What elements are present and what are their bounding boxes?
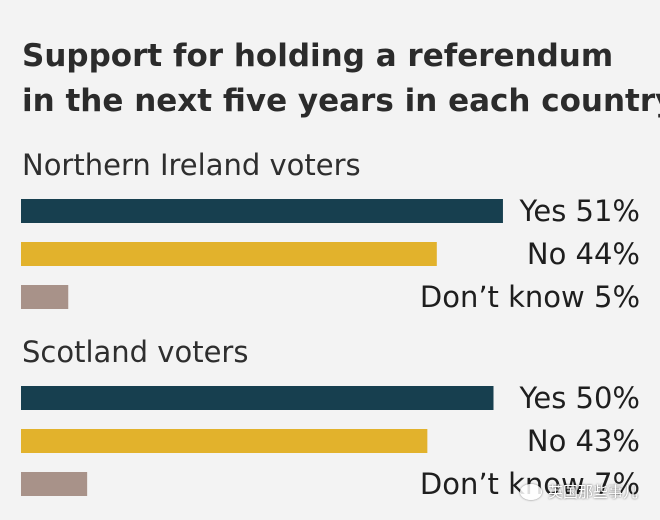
- bars-layer: Northern Ireland voters Yes 51% No 44% Don’…: [21, 148, 640, 501]
- bar-don-t-know: [21, 285, 69, 309]
- bar-yes: [21, 199, 503, 223]
- group-label: Scotland voters: [22, 335, 248, 369]
- chart-title-line1: Support for holding a referendum: [22, 38, 613, 74]
- bar-value-label: No 44%: [527, 237, 640, 271]
- group-label: Northern Ireland voters: [22, 148, 361, 182]
- chat-bubble-icon: [519, 483, 542, 500]
- bar-no: [21, 429, 428, 453]
- bar-don-t-know: [21, 472, 88, 496]
- watermark-text: 英国那些事儿: [547, 483, 638, 501]
- chart-title-line2: in the next five years in each country: [22, 83, 660, 119]
- watermark: 英国那些事儿: [519, 481, 638, 502]
- bar-value-label: Yes 50%: [519, 381, 641, 415]
- bar-no: [21, 242, 437, 266]
- bar-value-label: Yes 51%: [519, 194, 641, 228]
- bar-value-label: Don’t know 5%: [420, 280, 640, 314]
- bar-value-label: No 43%: [527, 424, 640, 458]
- bar-yes: [21, 386, 494, 410]
